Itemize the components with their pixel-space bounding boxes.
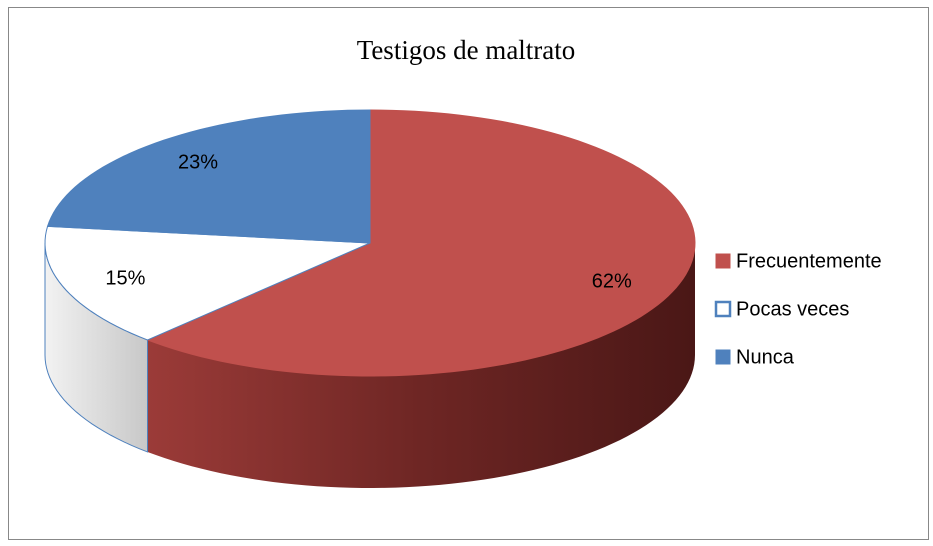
legend-swatch [715,253,731,269]
slice-side [147,243,695,488]
legend-swatch [715,349,731,365]
slice [44,225,371,341]
chart-title: Testigos de maltrato [357,35,576,65]
data-label: 62% [592,270,632,292]
slice [46,109,371,244]
data-label: 15% [105,267,145,289]
legend-label: Nunca [736,346,795,368]
legend-label: Frecuentemente [736,250,882,272]
data-label: 23% [178,151,218,173]
legend-swatch [714,300,732,318]
legend-label: Pocas veces [736,298,849,320]
slice [146,109,696,377]
